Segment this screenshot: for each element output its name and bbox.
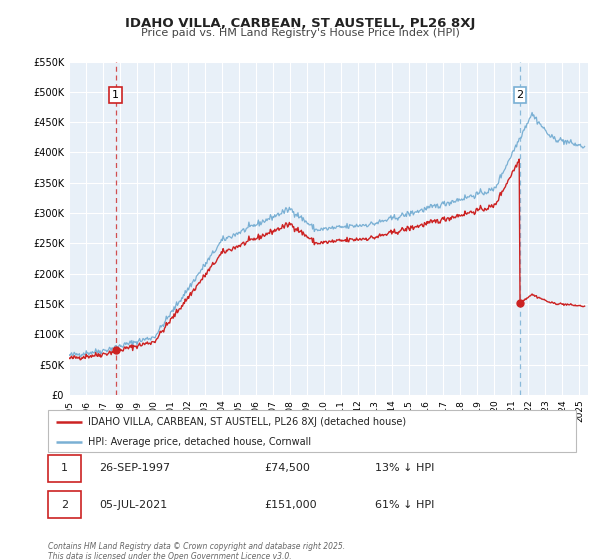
Text: £151,000: £151,000: [264, 500, 317, 510]
Text: Contains HM Land Registry data © Crown copyright and database right 2025.
This d: Contains HM Land Registry data © Crown c…: [48, 542, 345, 560]
Text: IDAHO VILLA, CARBEAN, ST AUSTELL, PL26 8XJ: IDAHO VILLA, CARBEAN, ST AUSTELL, PL26 8…: [125, 17, 475, 30]
Text: 1: 1: [61, 463, 68, 473]
Text: 13% ↓ HPI: 13% ↓ HPI: [375, 463, 434, 473]
Text: HPI: Average price, detached house, Cornwall: HPI: Average price, detached house, Corn…: [88, 437, 311, 447]
Text: IDAHO VILLA, CARBEAN, ST AUSTELL, PL26 8XJ (detached house): IDAHO VILLA, CARBEAN, ST AUSTELL, PL26 8…: [88, 417, 406, 427]
Text: 2: 2: [61, 500, 68, 510]
Text: 05-JUL-2021: 05-JUL-2021: [99, 500, 167, 510]
Text: 26-SEP-1997: 26-SEP-1997: [99, 463, 170, 473]
Text: 61% ↓ HPI: 61% ↓ HPI: [375, 500, 434, 510]
Text: 2: 2: [517, 90, 523, 100]
Text: £74,500: £74,500: [264, 463, 310, 473]
Text: 1: 1: [112, 90, 119, 100]
Text: Price paid vs. HM Land Registry's House Price Index (HPI): Price paid vs. HM Land Registry's House …: [140, 28, 460, 38]
